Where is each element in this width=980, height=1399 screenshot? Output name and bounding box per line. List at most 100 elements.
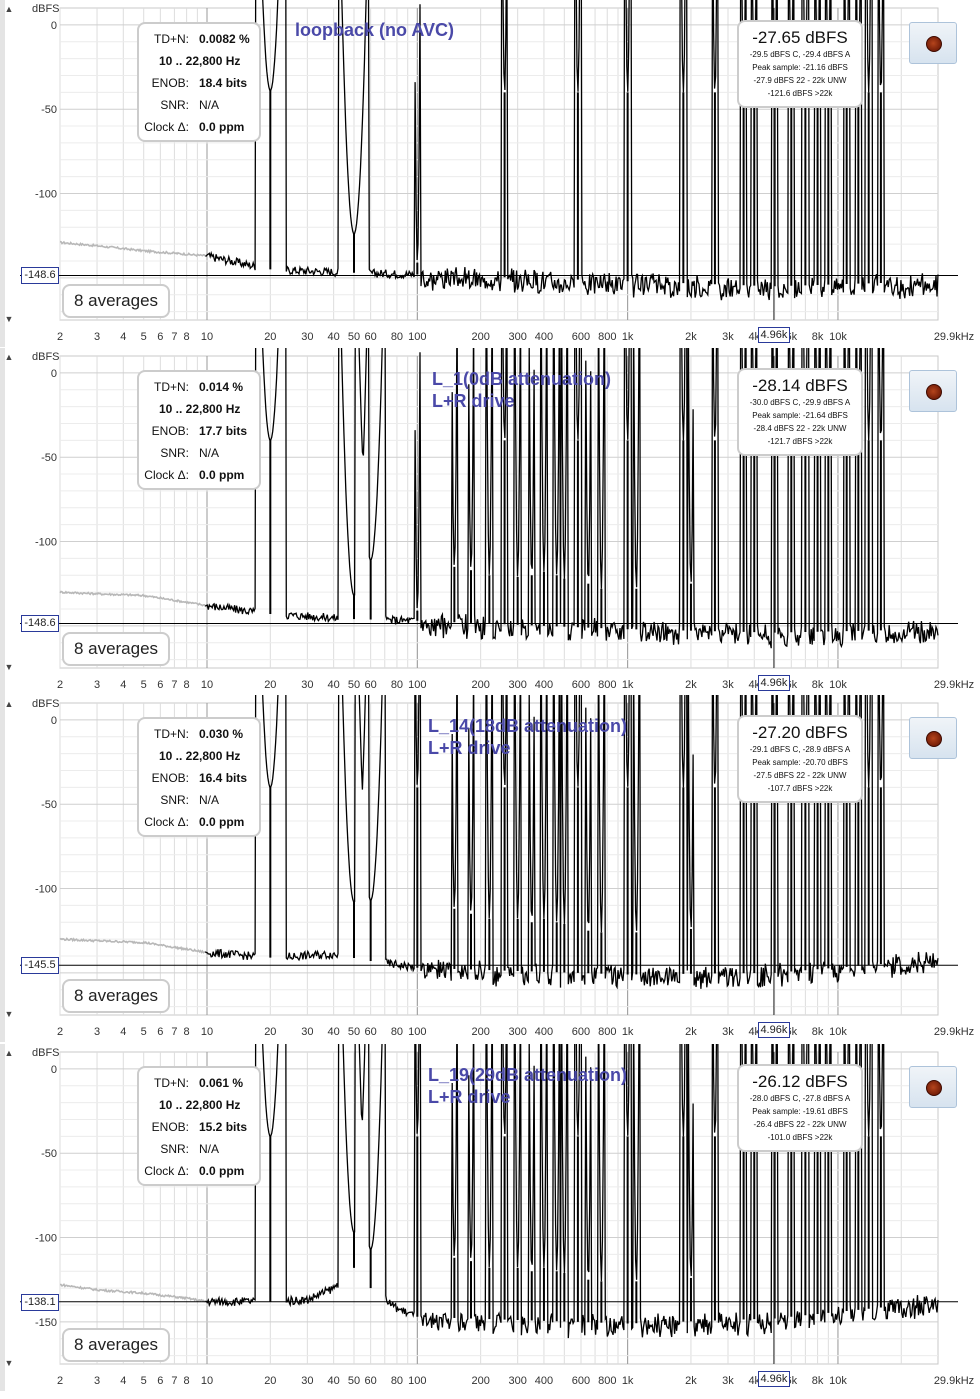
info-value-range: 10 .. 22,800 Hz <box>159 1098 241 1112</box>
info-row-tdn: TD+N: 0.061 % <box>139 1076 259 1092</box>
info-value-tdn: 0.061 % <box>199 1076 244 1090</box>
info-value-enob: 16.4 bits <box>199 771 248 785</box>
freq-cursor-label[interactable]: 4.96k <box>757 327 790 343</box>
info-row-tdn: TD+N: 0.014 % <box>139 380 259 396</box>
x-tick-label: 7 <box>171 1026 177 1038</box>
x-tick-label: 400 <box>535 1026 553 1038</box>
x-tick-label: 3k <box>722 331 734 343</box>
scroll-down-arrow[interactable]: ▼ <box>5 1009 14 1019</box>
x-tick-label: 800 <box>598 331 616 343</box>
x-tick-label: 7 <box>171 331 177 343</box>
info-value-snr: N/A <box>199 1142 220 1156</box>
info-row-range: 10 .. 22,800 Hz <box>139 54 259 70</box>
x-tick-label: 100 <box>408 1026 426 1038</box>
x-tick-label: 2 <box>57 679 63 691</box>
info-key-snr: SNR: <box>160 793 189 807</box>
trace-annotation: L_14(18dB attenuation) L+R drive <box>428 715 627 759</box>
x-tick-label: 3 <box>94 331 100 343</box>
x-tick-label: 600 <box>572 331 590 343</box>
freq-cursor-label[interactable]: 4.96k <box>757 1371 790 1387</box>
info-value-tdn: 0.014 % <box>199 380 244 394</box>
capture-button[interactable] <box>909 1066 957 1108</box>
spectrum-trace <box>205 0 939 301</box>
y-tick-label: -50 <box>41 1148 57 1160</box>
info-row-clock: Clock Δ: 0.0 ppm <box>139 1164 259 1180</box>
x-tick-label: 4k <box>748 679 760 691</box>
x-tick-label: 40 <box>328 1026 340 1038</box>
y-tick-label: 0 <box>51 1064 57 1076</box>
info-row-clock: Clock Δ: 0.0 ppm <box>139 120 259 136</box>
level-sub-line: Peak sample: -20.70 dBFS <box>752 758 848 767</box>
level-sub-line: -27.5 dBFS 22 - 22k UNW <box>753 771 847 780</box>
x-tick-label: 80 <box>391 1026 403 1038</box>
scroll-up-arrow[interactable]: ▲ <box>5 4 14 14</box>
x-tick-label: 4 <box>120 1026 126 1038</box>
spectrum-panel: dBFS 0 -50 -100 ▲ ▼ 2 3 4 5 6 7 8 10 20 30 40 50 60 80 100 20… <box>0 348 980 695</box>
x-tick-label: 2k <box>685 679 697 691</box>
level-sub-line: -121.7 dBFS >22k <box>767 437 833 446</box>
y-tick-label: -100 <box>35 1233 57 1245</box>
x-tick-label: 300 <box>508 1026 526 1038</box>
x-tick-label: 30 <box>301 1026 313 1038</box>
info-key-clock: Clock Δ: <box>144 120 189 134</box>
level-main-value: -28.14 dBFS <box>752 376 848 395</box>
x-axis-end-label: 29.9kHz <box>934 331 974 343</box>
spectrum-trace <box>205 348 939 649</box>
x-tick-label: 600 <box>572 1375 590 1387</box>
panel-scroll-strip[interactable] <box>0 1044 5 1391</box>
x-tick-label: 40 <box>328 679 340 691</box>
x-tick-label: 4 <box>120 1375 126 1387</box>
x-tick-label: 200 <box>471 1026 489 1038</box>
level-cursor-label[interactable]: -138.1 <box>21 1293 59 1311</box>
panel-scroll-strip[interactable] <box>0 0 5 347</box>
panel-scroll-strip[interactable] <box>0 348 5 695</box>
scroll-up-arrow[interactable]: ▲ <box>5 699 14 709</box>
x-tick-label: 2 <box>57 1026 63 1038</box>
scroll-up-arrow[interactable]: ▲ <box>5 352 14 362</box>
x-tick-label: 600 <box>572 679 590 691</box>
annotation-line: L+R drive <box>432 391 515 411</box>
spectrum-trace-lowfreq <box>59 240 209 258</box>
info-key-enob: ENOB: <box>151 771 189 785</box>
x-tick-label: 5 <box>141 1375 147 1387</box>
capture-button[interactable] <box>909 370 957 412</box>
level-cursor-label[interactable]: -148.6 <box>21 267 59 285</box>
info-row-range: 10 .. 22,800 Hz <box>139 1098 259 1114</box>
x-tick-label: 3 <box>94 1375 100 1387</box>
scroll-down-arrow[interactable]: ▼ <box>5 1358 14 1368</box>
spectrum-trace <box>205 1044 939 1339</box>
info-row-enob: ENOB: 16.4 bits <box>139 771 259 787</box>
capture-button[interactable] <box>909 22 957 64</box>
record-icon <box>926 36 942 52</box>
panel-scroll-strip[interactable] <box>0 695 5 1042</box>
y-tick-label: -50 <box>41 799 57 811</box>
scroll-down-arrow[interactable]: ▼ <box>5 662 14 672</box>
x-tick-label: 300 <box>508 1375 526 1387</box>
x-tick-label: 8 <box>184 679 190 691</box>
level-cursor-label[interactable]: -145.5 <box>21 957 59 975</box>
y-tick-label: 0 <box>51 368 57 380</box>
level-sub-line: -101.0 dBFS >22k <box>767 1133 833 1142</box>
info-key-tdn: TD+N: <box>153 1076 189 1090</box>
freq-cursor-label[interactable]: 4.96k <box>757 1022 790 1038</box>
x-tick-label: 4k <box>748 1026 760 1038</box>
x-tick-label: 400 <box>535 331 553 343</box>
y-tick-label: -50 <box>41 104 57 116</box>
info-row-snr: SNR: N/A <box>139 793 259 809</box>
level-main-value: -26.12 dBFS <box>752 1072 848 1091</box>
y-tick-label: -100 <box>35 537 57 549</box>
x-tick-label: 100 <box>408 1375 426 1387</box>
freq-cursor-label[interactable]: 4.96k <box>757 675 790 691</box>
level-sub-line: -26.4 dBFS 22 - 22k UNW <box>753 1120 847 1129</box>
x-tick-label: 300 <box>508 331 526 343</box>
x-tick-label: 8 <box>184 1375 190 1387</box>
x-tick-label: 4 <box>120 679 126 691</box>
scroll-down-arrow[interactable]: ▼ <box>5 314 14 324</box>
capture-button[interactable] <box>909 717 957 759</box>
x-tick-label: 10k <box>829 331 847 343</box>
level-cursor-label[interactable]: -148.6 <box>21 615 59 633</box>
x-tick-label: 10 <box>201 331 213 343</box>
spectrum-trace-lowfreq <box>59 590 210 610</box>
y-tick-label: -50 <box>41 452 57 464</box>
scroll-up-arrow[interactable]: ▲ <box>5 1048 14 1058</box>
